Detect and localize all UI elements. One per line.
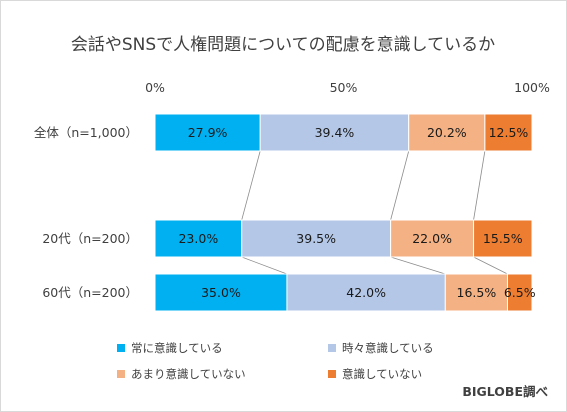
data-label: 39.4%	[315, 125, 355, 140]
category-label: 60代（n=200）	[42, 285, 138, 300]
data-label: 27.9%	[188, 125, 228, 140]
legend-label: あまり意識していない	[131, 367, 246, 381]
x-tick-label: 100%	[514, 80, 550, 95]
bars	[154, 113, 533, 312]
chart-title: 会話やSNSで人権問題についての配慮を意識しているか	[71, 35, 495, 55]
bar-segment	[408, 113, 486, 152]
legend-label: 意識していない	[342, 367, 422, 381]
category-label: 20代（n=200）	[42, 231, 138, 246]
data-label: 39.5%	[296, 231, 336, 246]
series-line	[473, 150, 486, 221]
bar-segment	[154, 113, 261, 152]
bar-segment	[259, 113, 410, 152]
x-axis-ticks: 0% 50% 100%	[145, 80, 550, 95]
legend-swatch	[328, 370, 336, 378]
legend-label: 常に意識している	[131, 341, 223, 355]
x-tick-label: 50%	[330, 80, 358, 95]
bar-segment	[506, 273, 533, 312]
source-note: BIGLOBE調べ	[462, 384, 548, 399]
bar-segment	[390, 219, 475, 258]
data-label: 42.0%	[346, 285, 386, 300]
data-labels: 27.9% 39.4% 20.2% 12.5% 23.0% 39.5% 22.0% 15.5%…	[178, 125, 535, 300]
data-label: 23.0%	[178, 231, 218, 246]
bar-segment	[484, 113, 533, 152]
category-labels: 全体（n=1,000） 20代（n=200） 60代（n=200）	[34, 125, 138, 300]
series-lines	[241, 150, 508, 275]
series-line	[473, 256, 508, 275]
data-label: 16.5%	[457, 285, 497, 300]
legend-swatch	[117, 344, 125, 352]
bar-segment	[444, 273, 508, 312]
data-label: 22.0%	[412, 231, 452, 246]
series-line	[241, 150, 261, 221]
legend-swatch	[328, 344, 336, 352]
data-label: 12.5%	[489, 125, 529, 140]
bar-segment	[154, 219, 243, 258]
x-tick-label: 0%	[145, 80, 165, 95]
data-label: 6.5%	[504, 285, 536, 300]
data-label: 15.5%	[483, 231, 523, 246]
category-label: 全体（n=1,000）	[34, 125, 138, 140]
data-label: 35.0%	[201, 285, 241, 300]
legend-label: 時々意識している	[342, 341, 434, 355]
data-label: 20.2%	[427, 125, 467, 140]
series-line	[390, 150, 410, 221]
legend-swatch	[117, 370, 125, 378]
bar-segment	[286, 273, 446, 312]
bar-segment	[473, 219, 533, 258]
series-line	[241, 256, 288, 275]
series-line	[390, 256, 446, 275]
bar-segment	[154, 273, 288, 312]
